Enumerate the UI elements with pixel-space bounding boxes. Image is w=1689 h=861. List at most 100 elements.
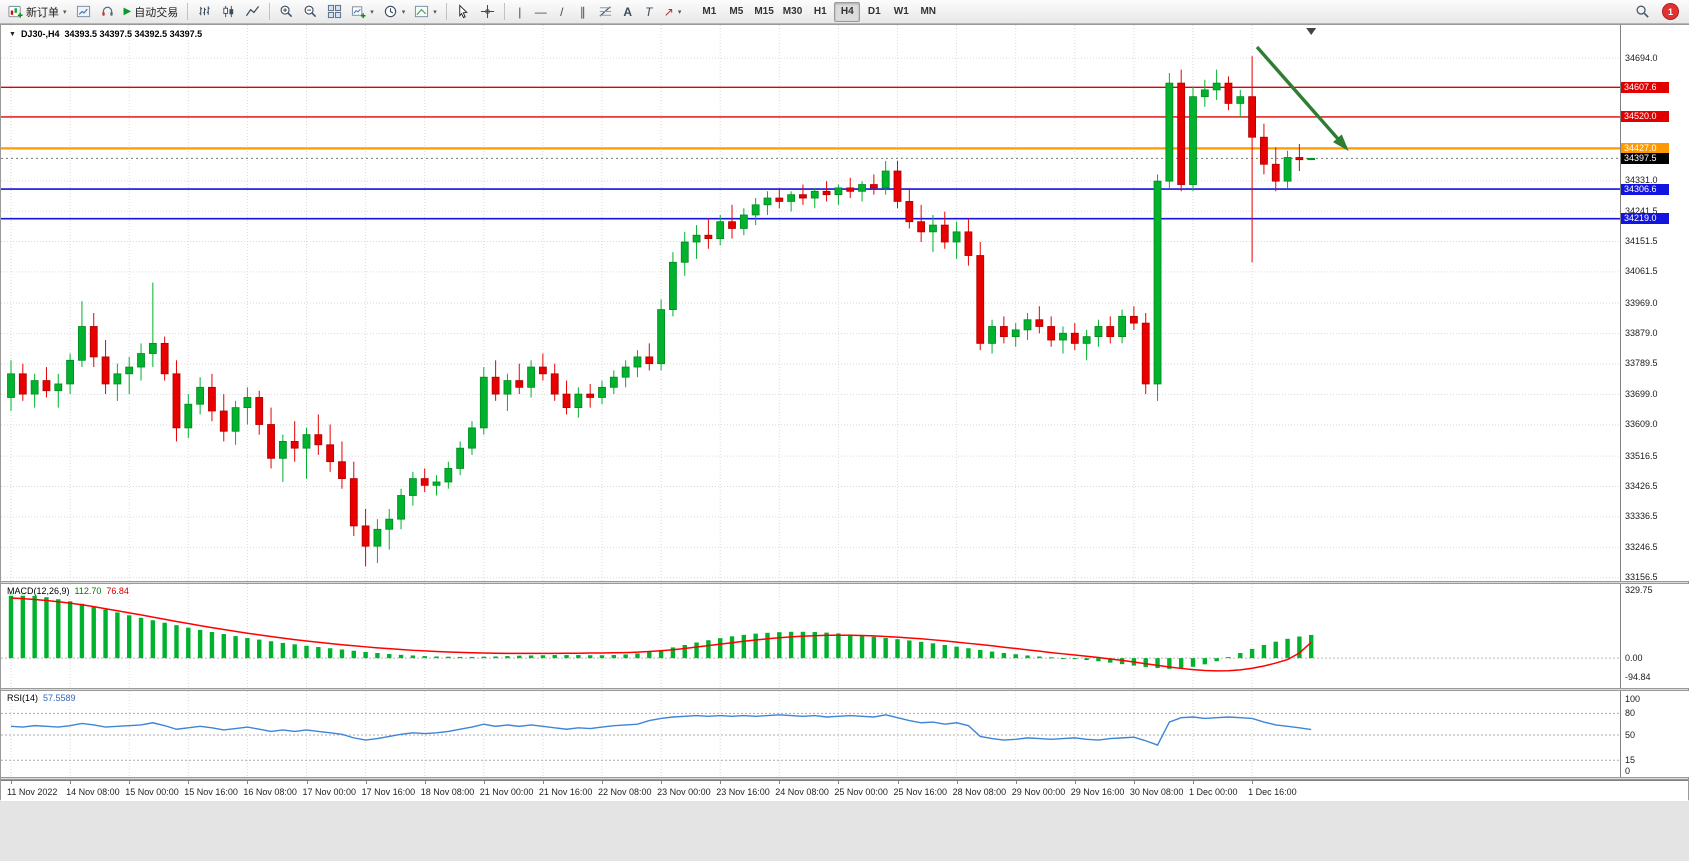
macd-name: MACD(12,26,9)	[7, 586, 70, 596]
tile-windows-button[interactable]	[323, 2, 346, 22]
timeframe-m15-button[interactable]: M15	[750, 2, 777, 22]
axis-price-label: 33609.0	[1625, 419, 1658, 430]
headset-icon	[101, 6, 113, 16]
time-axis-label: 25 Nov 16:00	[893, 787, 948, 797]
chevron-down-icon: ▾	[401, 8, 406, 16]
time-axis-label: 23 Nov 16:00	[716, 787, 770, 797]
cursor-icon	[459, 4, 468, 19]
zoom-in-button[interactable]	[275, 2, 298, 22]
axis-price-label: 33426.5	[1625, 481, 1658, 492]
timeframe-m30-button[interactable]: M30	[779, 2, 806, 22]
chart-window: 34694.0 34331.0 34241.5 34151.5 34061.5 33969…	[0, 24, 1689, 801]
crosshair-icon	[480, 4, 494, 19]
label-tool-button[interactable]: T	[639, 2, 659, 22]
notification-badge[interactable]: 1	[1662, 3, 1679, 20]
fibonacci-icon	[599, 6, 611, 17]
time-axis-tick	[483, 781, 485, 784]
price-chart-canvas[interactable]	[1, 25, 1620, 581]
time-axis-label: 23 Nov 00:00	[657, 787, 711, 797]
timeframe-m5-button[interactable]: M5	[723, 2, 749, 22]
time-axis-label: 17 Nov 00:00	[302, 787, 357, 797]
autotrading-button[interactable]: ▶ 自动交易	[120, 2, 183, 22]
time-axis-tick	[602, 781, 603, 784]
period-button[interactable]: ▾	[379, 2, 410, 22]
rsi-panel-canvas[interactable]	[1, 691, 1620, 777]
time-axis-tick	[129, 781, 131, 784]
bar-chart-button[interactable]	[193, 2, 216, 22]
panel-splitter[interactable]	[1, 777, 1688, 780]
axis-price-label: 33156.5	[1625, 572, 1658, 583]
trendline-icon: /	[560, 4, 564, 19]
time-axis-label: 14 Nov 08:00	[66, 787, 120, 797]
candlestick-chart-button[interactable]	[217, 2, 240, 22]
time-axis-tick	[1252, 781, 1254, 784]
timeframe-w1-button[interactable]: W1	[888, 2, 914, 22]
price-level-label: 34520.0	[1621, 111, 1669, 123]
timeframe-mn-button[interactable]: MN	[915, 2, 941, 22]
horizontal-line-tool-button[interactable]: —	[531, 2, 551, 22]
axis-price-label: 15	[1625, 754, 1636, 765]
price-level-label: 34607.6	[1621, 81, 1669, 93]
time-axis-tick	[542, 781, 544, 784]
time-axis-label: 16 Nov 08:00	[243, 787, 297, 797]
price-axis[interactable]: 34694.0 34331.0 34241.5 34151.5 34061.5 33969…	[1620, 25, 1689, 583]
line-chart-icon	[246, 5, 260, 17]
alerts-button[interactable]	[96, 2, 119, 22]
zoom-out-button[interactable]	[299, 2, 322, 22]
panel-splitter[interactable]	[1, 581, 1688, 584]
market-watch-button[interactable]	[72, 2, 95, 22]
current-price-label: 34397.5	[1621, 152, 1669, 164]
new-order-icon	[8, 5, 23, 18]
symbol-timeframe-label: DJ30-,H4	[20, 29, 60, 39]
template-button[interactable]: ▾	[410, 2, 441, 22]
time-axis-tick	[779, 781, 781, 784]
time-axis-tick	[188, 781, 190, 784]
timeframe-d1-button[interactable]: D1	[861, 2, 887, 22]
search-button[interactable]	[1631, 2, 1654, 22]
axis-price-label: 34694.0	[1625, 52, 1658, 63]
panel-splitter[interactable]	[1, 688, 1688, 691]
time-axis-label: 30 Nov 08:00	[1129, 787, 1184, 797]
search-icon	[1636, 5, 1649, 18]
axis-price-label: 34151.5	[1625, 235, 1658, 246]
line-chart-button[interactable]	[241, 2, 264, 22]
new-chart-button[interactable]: ▾	[347, 2, 378, 22]
time-axis-tick	[1133, 781, 1135, 784]
time-axis-label: 15 Nov 16:00	[184, 787, 238, 797]
time-axis-tick	[11, 781, 12, 784]
chart-shift-marker	[1306, 28, 1317, 35]
macd-panel-canvas[interactable]	[1, 584, 1620, 688]
rsi-axis: 100 80 50 15 0	[1620, 691, 1689, 777]
crosshair-button[interactable]	[476, 2, 499, 22]
arrows-tool-button[interactable]: ↗ ▾	[660, 2, 686, 22]
trendline-tool-button[interactable]: /	[552, 2, 572, 22]
fibonacci-tool-button[interactable]	[594, 2, 617, 22]
time-axis[interactable]: 11 Nov 2022 14 Nov 08:00 15 Nov 00:00 15 No…	[1, 780, 1688, 801]
new-chart-icon	[352, 6, 366, 19]
time-axis-tick	[1193, 781, 1194, 784]
symbol-dropdown-icon[interactable]: ▼	[9, 30, 16, 38]
horizontal-line-icon: —	[534, 4, 547, 19]
cursor-button[interactable]	[452, 2, 475, 22]
axis-price-label: 33879.0	[1625, 328, 1658, 339]
time-axis-tick	[897, 781, 899, 784]
axis-price-label: -94.84	[1625, 672, 1651, 683]
time-axis-label: 24 Nov 08:00	[775, 787, 829, 797]
timeframe-h1-button[interactable]: H1	[807, 2, 833, 22]
time-axis-label: 21 Nov 00:00	[479, 787, 534, 797]
timeframe-m1-button[interactable]: M1	[696, 2, 722, 22]
timeframe-h4-button[interactable]: H4	[834, 1, 861, 22]
axis-price-label: 50	[1625, 729, 1636, 740]
vertical-line-tool-button[interactable]: |	[510, 2, 530, 22]
new-order-button[interactable]: 新订单 ▾	[4, 2, 71, 22]
play-icon: ▶	[123, 5, 132, 17]
time-axis-label: 25 Nov 00:00	[834, 787, 888, 797]
text-tool-button[interactable]: A	[618, 2, 638, 22]
axis-price-label: 33336.5	[1625, 511, 1658, 522]
time-axis-tick	[661, 781, 663, 784]
time-axis-label: 29 Nov 00:00	[1011, 787, 1066, 797]
channel-tool-button[interactable]: ∥	[573, 2, 593, 22]
label-tool-icon: T	[645, 4, 653, 19]
chevron-down-icon: ▾	[677, 8, 682, 16]
rsi-value: 57.5589	[43, 693, 76, 703]
